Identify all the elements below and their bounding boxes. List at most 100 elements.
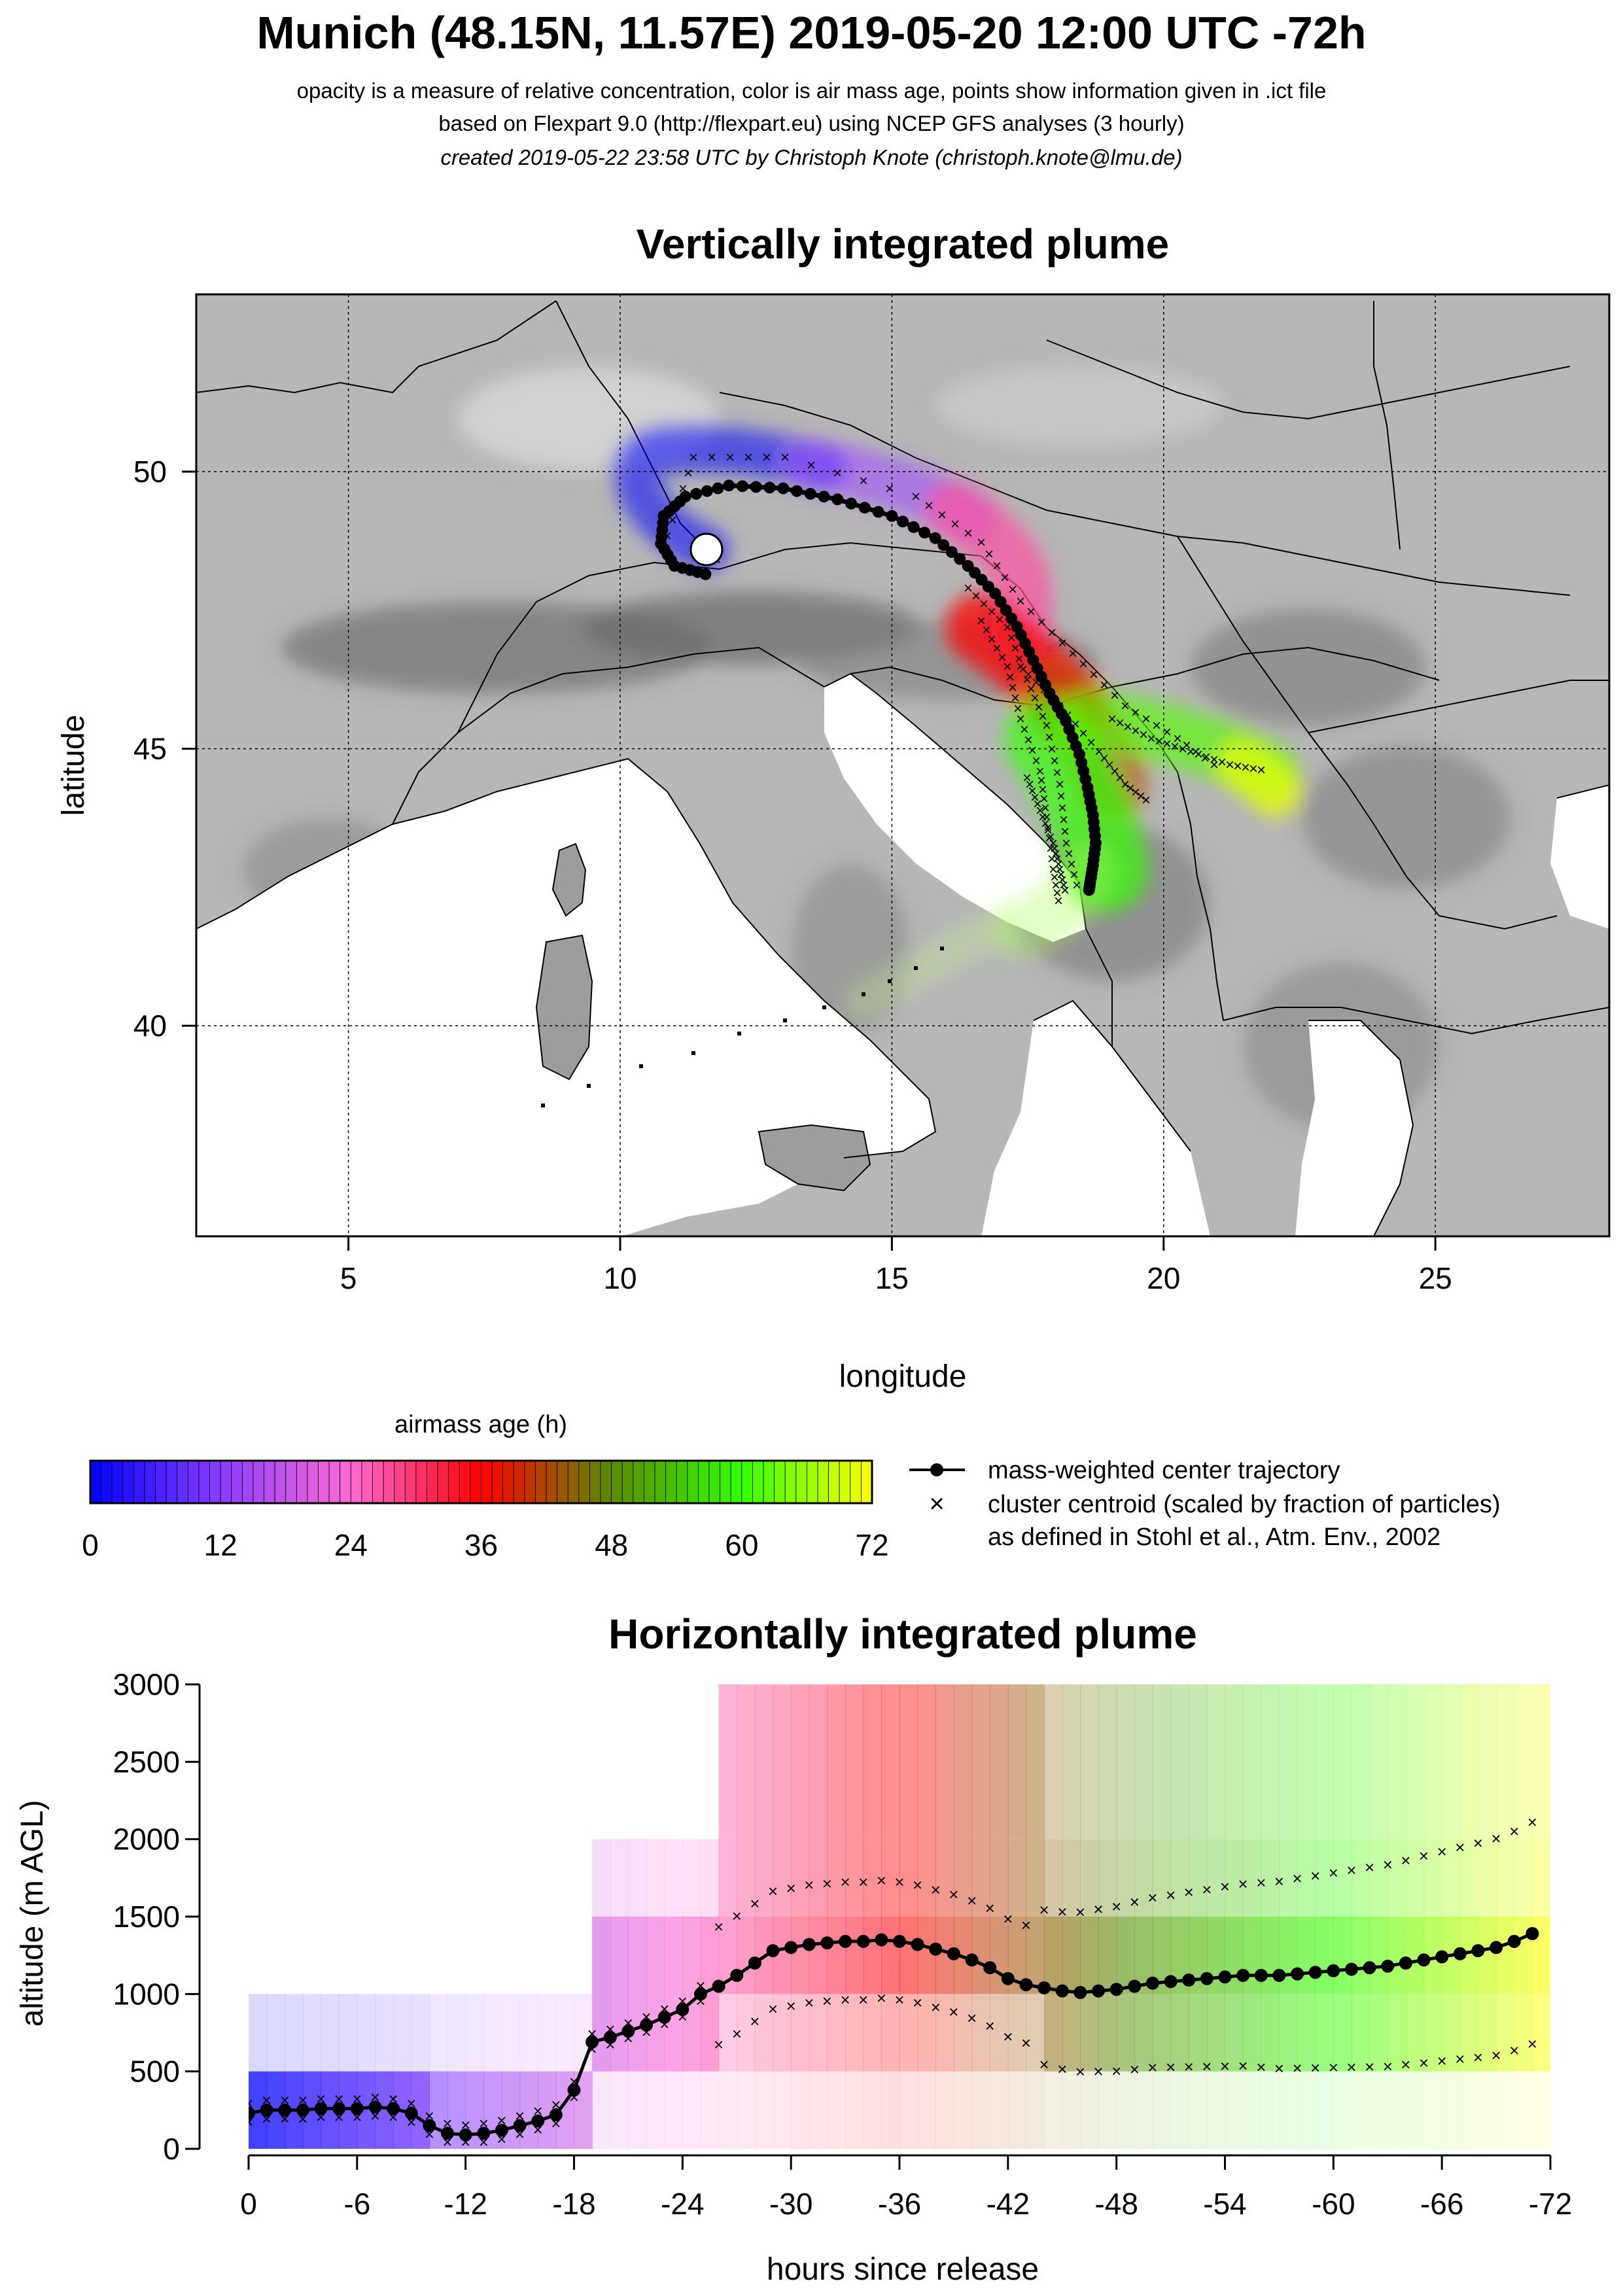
- map-area: ×××× × × × × × × × × × ××××××××××××××××××××× × × × × × ×…: [196, 294, 1609, 1236]
- profile-y-tick-label: 2500: [113, 1745, 180, 1779]
- colorbar-cell: [708, 1460, 721, 1504]
- profile-cluster-cross: ×: [1111, 1896, 1121, 1916]
- profile-center-point: [748, 1957, 761, 1970]
- profile-age-cell: [1261, 1684, 1280, 1839]
- colorbar-cell: [774, 1460, 786, 1504]
- profile-cluster-cross: ×: [1202, 1879, 1212, 1899]
- colorbar-cell: [253, 1460, 264, 1504]
- profile-age-cell: [1279, 1994, 1298, 2072]
- profile-age-cell: [1098, 1684, 1117, 1839]
- map-cluster-cross: ×: [1037, 772, 1046, 790]
- colorbar-cell: [209, 1460, 221, 1504]
- map-cluster-cross: ×: [1045, 829, 1054, 847]
- profile-cluster-cross: ×: [822, 1873, 832, 1893]
- profile-age-cell: [1044, 1994, 1063, 2072]
- map-cluster-cross: ×: [1079, 725, 1088, 742]
- map-cluster-cross: ×: [1170, 738, 1179, 756]
- profile-age-cell: [863, 2071, 882, 2149]
- profile-cluster-cross: ×: [1093, 1900, 1103, 1919]
- profile-center-point: [676, 2003, 689, 2016]
- map-cluster-cross: ×: [1054, 892, 1063, 910]
- profile-age-cell: [1134, 2071, 1153, 2149]
- profile-cluster-cross: ×: [1202, 2057, 1212, 2076]
- profile-center-point: [477, 2127, 491, 2140]
- profile-x-tick-label: -24: [661, 2187, 704, 2221]
- profile-age-cell: [845, 1684, 864, 1839]
- map-cluster-cross: ×: [1019, 661, 1028, 678]
- profile-age-cell: [971, 1684, 990, 1839]
- profile-cluster-cross: ×: [1401, 2055, 1410, 2074]
- profile-age-cell: [1315, 1994, 1334, 2072]
- profile-center-point: [766, 1944, 780, 1958]
- profile-age-cell: [899, 2071, 918, 2149]
- map-center-point: [818, 491, 830, 503]
- profile-cluster-cross: ×: [858, 1990, 868, 2009]
- map-cluster-cross: ×: [859, 472, 868, 490]
- map-cluster-cross: ×: [924, 497, 934, 515]
- map-sparse-marker: [783, 1018, 787, 1022]
- profile-center-point: [621, 2025, 635, 2038]
- map-cluster-cross: ×: [1136, 788, 1145, 805]
- colorbar-cell: [850, 1460, 862, 1504]
- map-cluster-cross: ×: [1033, 795, 1042, 813]
- profile-cluster-cross: ×: [750, 2011, 759, 2031]
- map-cluster-cross: ×: [1043, 822, 1053, 839]
- map-cluster-cross: ×: [762, 449, 771, 466]
- profile-age-cell: [321, 1994, 340, 2072]
- map-cluster-cross: ×: [1241, 759, 1250, 776]
- profile-age-cell: [1333, 1917, 1352, 1994]
- map-cluster-cross: ×: [1068, 645, 1077, 663]
- profile-cluster-cross: ×: [732, 2024, 742, 2044]
- profile-center-point: [585, 2035, 599, 2049]
- map-title: Vertically integrated plume: [637, 220, 1170, 268]
- map-cluster-cross: ×: [1022, 671, 1032, 689]
- profile-cluster-cross: ×: [1220, 2057, 1230, 2076]
- profile-age-cell: [1026, 2071, 1045, 2149]
- map-cluster-cross: ×: [1045, 729, 1054, 746]
- profile-age-cell: [718, 1684, 737, 1839]
- map-x-label: longitude: [839, 1359, 967, 1394]
- map-sparse-marker: [541, 1104, 545, 1107]
- profile-center-point: [1507, 1934, 1521, 1948]
- profile-cluster-cross: ×: [1075, 2062, 1085, 2081]
- profile-age-cell: [935, 2071, 954, 2149]
- legend-cluster-note: as defined in Stohl et al., Atm. Env., 2…: [988, 1523, 1440, 1551]
- profile-age-cell: [1315, 1839, 1334, 1917]
- profile-center-point: [459, 2128, 472, 2142]
- profile-cluster-cross: ×: [1346, 1860, 1356, 1880]
- profile-age-cell: [899, 1917, 918, 1994]
- colorbar-cell: [491, 1460, 504, 1504]
- map-cluster-cross: ×: [971, 587, 981, 605]
- map-cluster-cross: ×: [1050, 869, 1059, 886]
- profile-age-cell: [899, 1684, 918, 1839]
- profile-age-cell: [1007, 1994, 1027, 2072]
- map-center-point: [831, 493, 844, 506]
- profile-cluster-cross: ×: [1401, 1851, 1410, 1870]
- profile-age-cell: [1514, 1684, 1533, 1839]
- profile-age-cell: [845, 1917, 864, 1994]
- profile-center-point: [296, 2103, 309, 2117]
- colorbar-tick-label: 12: [204, 1528, 237, 1562]
- profile-age-cell: [1405, 2071, 1425, 2149]
- profile-age-cell: [1496, 1839, 1515, 1917]
- profile-center-point: [441, 2127, 454, 2140]
- profile-age-cell: [1080, 1839, 1099, 1917]
- profile-age-cell: [1116, 1684, 1135, 1839]
- profile-age-cell: [1532, 1684, 1550, 1839]
- profile-age-cell: [1206, 1684, 1226, 1839]
- colorbar-cell: [600, 1460, 612, 1504]
- profile-cluster-cross: ×: [1003, 2027, 1013, 2047]
- map-cluster-cross: ×: [911, 488, 920, 506]
- profile-x-tick-label: -12: [444, 2187, 487, 2221]
- map-center-point: [929, 532, 941, 544]
- map-cluster-cross: ×: [1089, 666, 1098, 684]
- colorbar-cell: [513, 1460, 525, 1504]
- profile-age-cell: [1369, 2071, 1388, 2149]
- map-cluster-cross: ×: [1100, 676, 1109, 694]
- map-cluster-cross: ×: [1043, 819, 1053, 837]
- profile-cluster-cross: ×: [1509, 2040, 1519, 2060]
- profile-cluster-cross: ×: [1455, 2049, 1465, 2069]
- profile-cluster-cross: ×: [1130, 1892, 1140, 1912]
- map-cluster-cross: ×: [992, 557, 1002, 575]
- colorbar-cell: [318, 1460, 330, 1504]
